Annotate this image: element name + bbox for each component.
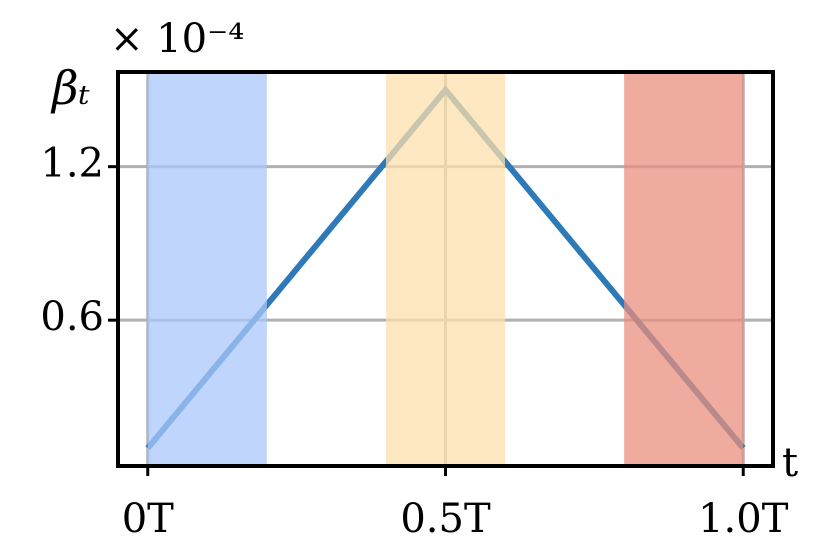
- y-tick-label: 1.2: [40, 141, 104, 187]
- x-axis-label: t: [782, 440, 798, 486]
- offset-text: × 10⁻⁴: [110, 16, 244, 62]
- shaded-span: [624, 72, 744, 466]
- x-tick-label: 0T: [122, 496, 174, 542]
- shaded-span: [147, 72, 267, 466]
- plot-frame: [116, 70, 775, 468]
- shaded-span: [385, 72, 506, 466]
- y-tick-label: 0.6: [40, 294, 104, 340]
- y-axis-label: βₜ: [50, 61, 90, 115]
- x-tick-label: 1.0T: [698, 496, 789, 542]
- x-tick-label: 0.5T: [400, 496, 491, 542]
